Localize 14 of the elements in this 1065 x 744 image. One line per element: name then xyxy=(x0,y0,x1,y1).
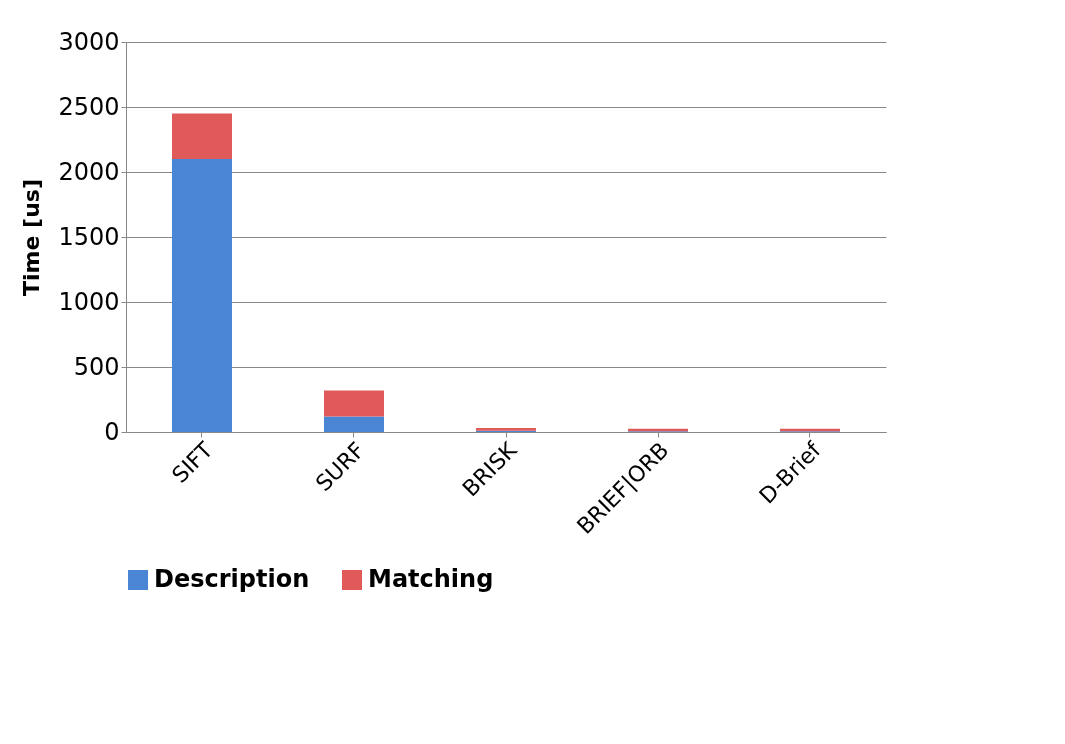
bar xyxy=(172,113,232,159)
bar xyxy=(324,416,384,432)
legend-label: Matching xyxy=(368,565,494,593)
y-tick-label: 3000 xyxy=(58,27,120,56)
y-tick-label: 1000 xyxy=(58,287,120,316)
y-tick-label: 2500 xyxy=(58,92,120,121)
bar xyxy=(324,390,384,417)
y-tick-label: 0 xyxy=(104,417,120,446)
y-axis-title: Time [us] xyxy=(19,179,45,296)
legend-label: Description xyxy=(154,565,310,593)
y-tick-label: 2000 xyxy=(58,157,120,186)
y-tick-label: 500 xyxy=(73,352,120,381)
y-tick-label: 1500 xyxy=(58,222,120,251)
bar xyxy=(172,159,232,432)
